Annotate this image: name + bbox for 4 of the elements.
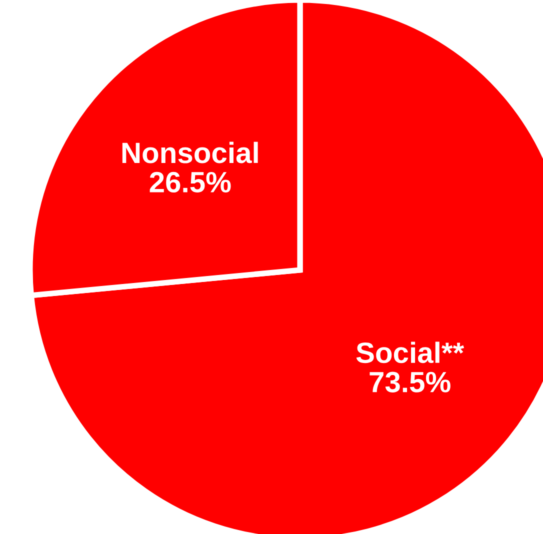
slice-label: Nonsocial	[122, 142, 258, 164]
slice-label: Social**	[356, 342, 464, 364]
data-label: 26.5%	[150, 172, 231, 193]
data-label: 73.5%	[370, 372, 450, 392]
